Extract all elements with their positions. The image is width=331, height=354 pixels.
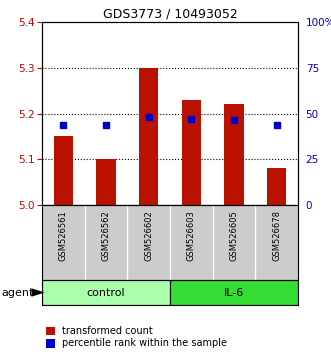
Text: GSM526605: GSM526605 [229,210,239,261]
Text: GSM526561: GSM526561 [59,210,68,261]
Text: agent: agent [2,287,34,297]
Bar [182,100,201,205]
Title: GDS3773 / 10493052: GDS3773 / 10493052 [103,8,237,21]
Bar [54,136,73,205]
Bar [267,169,286,205]
Text: GSM526562: GSM526562 [102,210,111,261]
Bar [224,104,244,205]
Bar [170,280,298,305]
Text: GSM526603: GSM526603 [187,210,196,261]
Bar [42,280,170,305]
Text: IL-6: IL-6 [224,287,244,297]
Text: percentile rank within the sample: percentile rank within the sample [62,338,227,348]
Text: transformed count: transformed count [62,326,153,336]
Text: GSM526678: GSM526678 [272,210,281,261]
Bar [96,159,116,205]
Bar [139,68,158,205]
Text: GSM526602: GSM526602 [144,210,153,261]
Polygon shape [31,288,45,297]
Text: control: control [87,287,125,297]
